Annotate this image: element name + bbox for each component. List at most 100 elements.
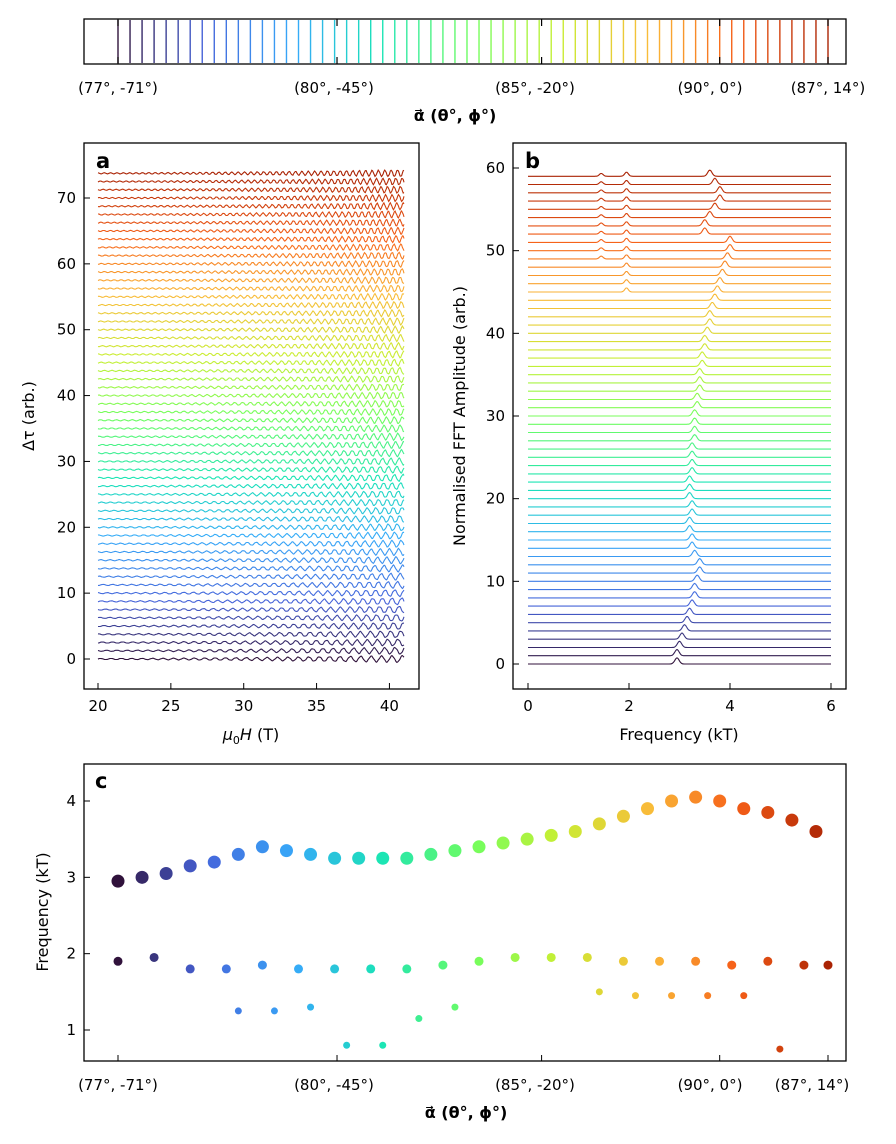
panel-a-trace <box>97 168 405 178</box>
panel-b-trace <box>528 442 831 450</box>
panel-c-point-main <box>328 851 342 865</box>
panel-a-trace <box>97 218 405 227</box>
panel-c-point-main <box>231 847 245 861</box>
panel-c-point-main <box>520 832 534 846</box>
panel-c-point-main <box>544 828 558 842</box>
panel-b-trace <box>528 475 831 483</box>
panel-a-trace <box>97 572 405 581</box>
panel-b-trace <box>528 227 831 235</box>
panel-c-xtick-label-1: (80°, -45°) <box>294 1076 374 1094</box>
panel-b-trace <box>528 367 831 376</box>
panel-c-point-main <box>809 825 823 839</box>
panel-a-trace <box>97 589 405 598</box>
panel-c-point-lower <box>438 960 448 970</box>
panel-b-trace <box>528 582 831 591</box>
panel-c-point-low <box>270 1007 278 1015</box>
panel-c-point-main <box>689 790 703 804</box>
panel-b-traces <box>528 169 831 665</box>
panel-b-trace <box>528 433 831 442</box>
panel-c-point-low <box>704 992 712 1000</box>
panel-a-ytick-label: 60 <box>57 255 76 273</box>
panel-c-point-lower <box>149 952 159 962</box>
panel-a-trace <box>97 523 405 532</box>
panel-c-point-low <box>740 992 748 1000</box>
panel-a-ytick-label: 20 <box>57 518 76 536</box>
panel-c-point-lower <box>763 956 773 966</box>
panel-a-trace <box>97 243 405 252</box>
panel-c-point-low <box>307 1003 315 1011</box>
panel-b-trace <box>528 533 831 541</box>
panel-b-trace <box>528 549 831 558</box>
panel-c-point-main <box>111 874 125 888</box>
panel-a-trace <box>97 276 405 285</box>
colorbar-tick-label-1: (80°, -45°) <box>294 79 374 97</box>
panel-a-ytick-label: 0 <box>66 650 76 668</box>
panel-a-trace <box>97 201 405 211</box>
panel-a-trace <box>97 259 405 268</box>
panel-c-point-lower <box>330 964 340 974</box>
panel-a-trace <box>97 539 405 548</box>
panel-b-xtick-label: 0 <box>523 697 533 715</box>
panel-a-trace <box>97 300 405 310</box>
panel-a-trace <box>97 333 405 343</box>
panel-c-point-lower <box>546 952 556 962</box>
panel-c-point-low <box>668 992 676 1000</box>
colorbar-tick-label-4: (87°, 14°) <box>791 79 865 97</box>
panel-c-point-low <box>343 1041 351 1049</box>
panel-b-trace <box>528 309 831 318</box>
colorbar-tick-label-2: (85°, -20°) <box>495 79 575 97</box>
panel-a-trace <box>97 251 405 260</box>
panel-a-trace <box>97 555 405 565</box>
panel-b-trace <box>528 252 831 260</box>
panel-a-trace <box>97 498 405 507</box>
panel-b-trace <box>528 450 831 458</box>
panel-c-point-main <box>640 802 654 816</box>
panel-c-point-main <box>592 817 606 831</box>
panel-b-trace <box>528 401 831 409</box>
panel-b-trace <box>528 185 831 194</box>
panel-b-trace <box>528 516 831 525</box>
panel-a-trace <box>97 547 405 557</box>
panel-b-trace <box>528 491 831 500</box>
panel-a-trace <box>98 350 405 359</box>
panel-b-trace <box>528 293 831 301</box>
panel-a-trace <box>97 473 405 483</box>
panel-a-ytick-label: 30 <box>57 452 76 470</box>
panel-a-ytick-label: 50 <box>57 321 76 339</box>
panel-c-point-low <box>234 1007 242 1015</box>
panel-b-trace <box>528 557 831 566</box>
panel-b-trace <box>528 483 831 491</box>
panel-c-point-lower <box>727 960 737 970</box>
panel-c-point-lower <box>366 964 376 974</box>
panel-b-trace <box>528 194 831 202</box>
panel-b-ytick-label: 50 <box>486 242 505 260</box>
panel-b-trace <box>528 376 831 384</box>
panel-b-trace <box>528 285 831 293</box>
panel-c-point-main <box>761 805 775 819</box>
colorbar-axis-label: α⃗ (θ°, ϕ°) <box>414 106 497 125</box>
panel-c-point-lower <box>655 956 665 966</box>
panel-c-point-main <box>448 844 462 858</box>
panel-c-frame <box>83 763 847 1062</box>
panel-b-trace <box>528 649 831 657</box>
panel-b-trace <box>528 500 831 508</box>
panel-b-ytick-label: 0 <box>495 655 505 673</box>
panel-b-ytick-label: 30 <box>486 407 505 425</box>
colorbar-lines <box>117 20 829 63</box>
panel-b-trace <box>528 591 831 599</box>
panel-a-trace <box>97 490 405 499</box>
panel-c-xlabel: α⃗ (θ°, ϕ°) <box>425 1103 508 1122</box>
panel-a-trace <box>97 448 405 458</box>
panel-b-ytick-label: 40 <box>486 324 505 342</box>
panel-c-point-low <box>451 1003 459 1011</box>
panel-c-point-lower <box>510 952 520 962</box>
colorbar-frame <box>83 18 847 65</box>
panel-a-trace <box>97 268 405 277</box>
panel-a-trace <box>97 432 405 442</box>
panel-b-trace <box>528 202 831 210</box>
panel-c-point-lower <box>823 960 833 970</box>
panel-c-point-main <box>135 870 149 884</box>
panel-a-trace <box>97 424 405 433</box>
panel-a-trace <box>97 482 405 491</box>
panel-a-xtick-label: 40 <box>380 697 399 715</box>
